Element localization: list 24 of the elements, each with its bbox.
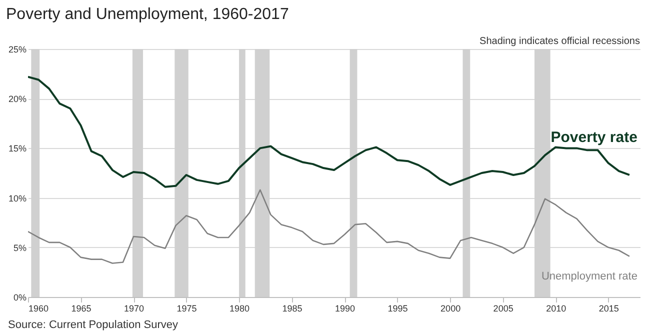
chart-title: Poverty and Unemployment, 1960-2017	[6, 6, 289, 23]
text: Shading indicates official recessions	[480, 36, 640, 47]
series-label: Unemployment rate	[541, 270, 638, 282]
x-tick-label: 1995	[388, 304, 408, 314]
x-tick-label: 2015	[598, 304, 619, 314]
x-tick-label: 1990	[335, 304, 356, 314]
series-label: Poverty rate	[550, 128, 638, 146]
x-tick-label: 2000	[440, 304, 461, 314]
y-tick-label: 5%	[13, 242, 26, 253]
x-tick-label: 2005	[493, 304, 514, 314]
x-tick-label: 2010	[546, 304, 566, 314]
y-tick-label: 10%	[8, 193, 26, 204]
x-tick-label: 1970	[124, 304, 144, 314]
y-tick-label: 15%	[8, 144, 26, 154]
y-tick-label: 20%	[8, 94, 26, 104]
x-tick-label: 1980	[230, 304, 250, 314]
y-tick-label: 0%	[13, 292, 26, 302]
x-tick-label: 1985	[282, 304, 302, 314]
x-tick-label: 1960	[28, 304, 49, 314]
line-series	[28, 189, 630, 264]
x-tick-label: 1965	[71, 304, 92, 314]
x-tick-label: 1975	[176, 304, 197, 314]
source-note: Source: Current Population Survey	[8, 319, 178, 331]
y-tick-label: 25%	[8, 44, 26, 54]
